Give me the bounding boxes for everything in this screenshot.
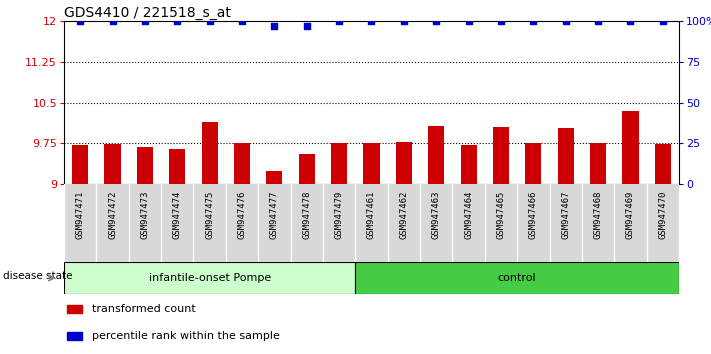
Point xyxy=(496,18,507,24)
Text: GSM947470: GSM947470 xyxy=(658,190,668,239)
Point xyxy=(431,18,442,24)
Text: GSM947476: GSM947476 xyxy=(237,190,247,239)
Point xyxy=(269,23,280,29)
Text: infantile-onset Pompe: infantile-onset Pompe xyxy=(149,273,271,283)
Text: GDS4410 / 221518_s_at: GDS4410 / 221518_s_at xyxy=(64,6,231,20)
Text: GSM947468: GSM947468 xyxy=(594,190,603,239)
Bar xyxy=(525,143,542,184)
Text: control: control xyxy=(498,273,537,283)
Text: GSM947469: GSM947469 xyxy=(626,190,635,239)
Bar xyxy=(299,154,315,184)
Text: GSM947462: GSM947462 xyxy=(400,190,408,239)
Text: GSM947461: GSM947461 xyxy=(367,190,376,239)
Bar xyxy=(67,332,82,340)
Text: GSM947475: GSM947475 xyxy=(205,190,214,239)
Point xyxy=(625,18,636,24)
Text: GSM947479: GSM947479 xyxy=(335,190,343,239)
Bar xyxy=(493,127,509,184)
Text: GSM947464: GSM947464 xyxy=(464,190,473,239)
Point xyxy=(301,23,312,29)
Point xyxy=(528,18,539,24)
Text: GSM947477: GSM947477 xyxy=(270,190,279,239)
Point xyxy=(107,18,118,24)
Text: GSM947471: GSM947471 xyxy=(75,190,85,239)
Point xyxy=(365,18,377,24)
Point xyxy=(171,18,183,24)
Bar xyxy=(67,305,82,313)
Text: GSM947478: GSM947478 xyxy=(302,190,311,239)
Text: GSM947463: GSM947463 xyxy=(432,190,441,239)
Bar xyxy=(428,126,444,184)
Text: GSM947472: GSM947472 xyxy=(108,190,117,239)
Bar xyxy=(590,143,606,184)
Point xyxy=(657,18,668,24)
Bar xyxy=(396,142,412,184)
Text: GSM947465: GSM947465 xyxy=(496,190,506,239)
Bar xyxy=(72,145,88,184)
Bar xyxy=(64,262,356,294)
Bar xyxy=(234,143,250,184)
Bar xyxy=(105,144,121,184)
Point xyxy=(75,18,86,24)
Bar xyxy=(363,143,380,184)
Bar xyxy=(356,262,679,294)
Text: transformed count: transformed count xyxy=(92,304,196,314)
Point xyxy=(139,18,151,24)
Text: GSM947466: GSM947466 xyxy=(529,190,538,239)
Point xyxy=(560,18,572,24)
Bar xyxy=(622,111,638,184)
Bar xyxy=(461,145,476,184)
Text: disease state: disease state xyxy=(4,271,73,281)
Point xyxy=(236,18,247,24)
Bar xyxy=(331,143,347,184)
Point xyxy=(398,18,410,24)
Bar xyxy=(169,149,186,184)
Text: GSM947467: GSM947467 xyxy=(561,190,570,239)
Point xyxy=(333,18,345,24)
Point xyxy=(592,18,604,24)
Text: GSM947473: GSM947473 xyxy=(140,190,149,239)
Bar xyxy=(557,128,574,184)
Bar xyxy=(655,144,671,184)
Text: percentile rank within the sample: percentile rank within the sample xyxy=(92,331,279,341)
Bar xyxy=(201,122,218,184)
Point xyxy=(204,18,215,24)
Point xyxy=(463,18,474,24)
Bar xyxy=(137,147,153,184)
Bar xyxy=(267,171,282,184)
Text: GSM947474: GSM947474 xyxy=(173,190,182,239)
